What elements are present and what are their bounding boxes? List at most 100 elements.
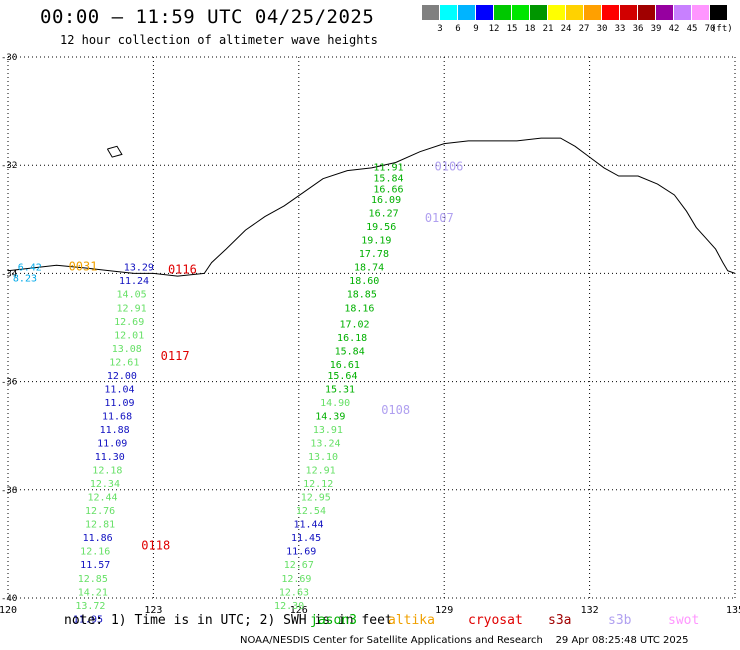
longitude-tick-label: 135 xyxy=(726,605,740,616)
wave-height-reading: 14.05 xyxy=(117,290,147,301)
wave-height-reading: 17.78 xyxy=(359,249,389,260)
wave-height-reading: 16.66 xyxy=(373,184,403,195)
colorbar-label: 24 xyxy=(560,24,572,34)
wave-height-reading: 18.16 xyxy=(344,303,374,314)
wave-height-reading: 11.30 xyxy=(95,452,125,463)
wave-height-reading: 12.54 xyxy=(296,506,326,517)
wave-height-reading: 12.30 xyxy=(274,601,304,612)
wave-height-reading: 12.91 xyxy=(306,466,336,477)
wave-height-reading: 12.34 xyxy=(90,479,120,490)
wave-height-reading: 16.09 xyxy=(371,195,401,206)
colorbar-label: 27 xyxy=(578,24,590,34)
colorbar-label: 33 xyxy=(614,24,626,34)
wave-height-reading: 12.00 xyxy=(107,371,137,382)
latitude-tick-label: -40 xyxy=(1,594,17,604)
colorbar-label: 39 xyxy=(650,24,662,34)
colorbar-label: 9 xyxy=(473,24,479,34)
wave-height-reading: 18.85 xyxy=(347,290,377,301)
pass-id-label: 0107 xyxy=(425,211,454,225)
wave-height-reading: 15.64 xyxy=(327,371,357,382)
longitude-tick-label: 129 xyxy=(435,605,453,616)
wave-height-reading: 14.21 xyxy=(78,587,108,598)
wave-height-reading: 17.02 xyxy=(339,320,369,331)
colorbar-swatch xyxy=(710,5,727,20)
colorbar-swatch xyxy=(494,5,511,20)
wave-height-reading: 16.27 xyxy=(369,209,399,220)
wave-height-reading: 11.45 xyxy=(291,533,321,544)
colorbar-swatch xyxy=(512,5,529,20)
colorbar-swatch xyxy=(584,5,601,20)
pass-id-label: 0106 xyxy=(435,160,464,174)
wave-height-reading: 13.24 xyxy=(310,439,340,450)
wave-height-reading: 12.91 xyxy=(117,303,147,314)
longitude-tick-label: 120 xyxy=(0,605,17,616)
colorbar-swatch xyxy=(458,5,475,20)
colorbar-swatch xyxy=(602,5,619,20)
wave-height-reading: 11.95 xyxy=(73,614,103,625)
wave-height-reading: 12.67 xyxy=(284,560,314,571)
wave-height-reading: 14.39 xyxy=(315,411,345,422)
colorbar-label: 15 xyxy=(506,24,518,34)
mission-label-jason3: jason3 xyxy=(310,613,357,628)
mission-label-cryosat: cryosat xyxy=(468,613,523,628)
wave-height-reading: 14.90 xyxy=(320,398,350,409)
wave-height-reading: 11.69 xyxy=(286,547,316,558)
map-subtitle: 12 hour collection of altimeter wave hei… xyxy=(60,33,378,47)
wave-height-reading: 13.10 xyxy=(308,452,338,463)
colorbar-swatch xyxy=(476,5,493,20)
wave-height-reading: 6.42 xyxy=(18,263,42,274)
longitude-tick-label: 123 xyxy=(144,605,162,616)
colorbar-label: 30 xyxy=(596,24,608,34)
colorbar-swatch xyxy=(620,5,637,20)
colorbar-label: 70 xyxy=(704,24,716,34)
colorbar-label: 21 xyxy=(542,24,554,34)
longitude-tick-label: 126 xyxy=(290,605,308,616)
wave-height-reading: 11.09 xyxy=(104,398,134,409)
mission-label-swot: swot xyxy=(668,613,700,628)
latitude-tick-label: -32 xyxy=(1,161,17,171)
wave-height-reading: 11.09 xyxy=(97,439,127,450)
map-title: 00:00 – 11:59 UTC 04/25/2025 xyxy=(40,6,375,28)
wave-height-reading: 11.57 xyxy=(80,560,110,571)
credit-line: NOAA/NESDIS Center for Satellite Applica… xyxy=(240,635,689,646)
longitude-tick-label: 132 xyxy=(581,605,599,616)
wave-height-reading: 19.56 xyxy=(366,222,396,233)
wave-height-reading: 12.16 xyxy=(80,547,110,558)
wave-height-reading: 15.31 xyxy=(325,384,355,395)
colorbar-label: 3 xyxy=(437,24,443,34)
mission-label-s3b: s3b xyxy=(608,613,632,628)
wave-height-reading: 12.85 xyxy=(78,574,108,585)
footnote: note: 1) Time is in UTC; 2) SWH is in fe… xyxy=(64,613,393,628)
pass-id-label: 0116 xyxy=(168,262,197,276)
wave-height-reading: 12.44 xyxy=(87,493,117,504)
wave-height-reading: 11.24 xyxy=(119,276,149,287)
coastline xyxy=(203,137,736,274)
colorbar-swatch xyxy=(692,5,709,20)
wave-height-reading: 11.04 xyxy=(104,384,134,395)
mission-label-altika: altika xyxy=(388,613,435,628)
colorbar-swatch xyxy=(440,5,457,20)
colorbar-swatch xyxy=(656,5,673,20)
colorbar-label: 12 xyxy=(488,24,500,34)
wave-height-reading: 15.84 xyxy=(373,173,403,184)
colorbar-label: 45 xyxy=(686,24,698,34)
wave-height-reading: 11.44 xyxy=(293,520,323,531)
colorbar-swatch xyxy=(638,5,655,20)
wave-height-reading: 12.01 xyxy=(114,330,144,341)
wave-height-reading: 8.23 xyxy=(13,274,37,285)
latitude-tick-label: -38 xyxy=(1,486,17,496)
colorbar-label: 36 xyxy=(632,24,644,34)
colorbar-label: 6 xyxy=(455,24,461,34)
mission-label-s3a: s3a xyxy=(548,613,572,628)
colorbar-label: 42 xyxy=(668,24,680,34)
wave-height-reading: 11.88 xyxy=(100,425,130,436)
wave-height-reading: 16.61 xyxy=(330,360,360,371)
island-outline xyxy=(106,145,123,158)
wave-height-reading: 11.91 xyxy=(373,163,403,174)
colorbar-swatch xyxy=(548,5,565,20)
colorbar-swatch xyxy=(566,5,583,20)
latitude-tick-label: -30 xyxy=(1,53,17,63)
pass-id-label: 0031 xyxy=(69,260,98,274)
latitude-tick-label: -34 xyxy=(1,269,17,279)
